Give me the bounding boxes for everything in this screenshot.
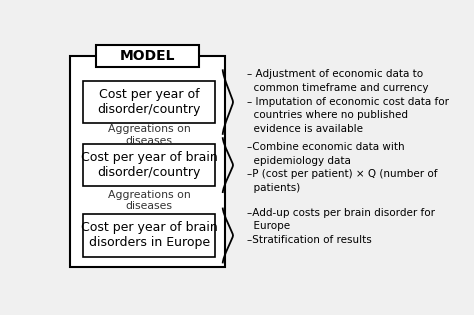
Text: Cost per year of
disorder/country: Cost per year of disorder/country	[98, 88, 201, 116]
Bar	[96, 45, 199, 67]
Text: Cost per year of brain
disorder/country: Cost per year of brain disorder/country	[81, 151, 218, 179]
Bar	[83, 144, 215, 186]
Text: Cost per year of brain
disorders in Europe: Cost per year of brain disorders in Euro…	[81, 221, 218, 249]
Bar	[70, 56, 225, 267]
Text: –Combine economic data with
  epidemiology data
–P (cost per patient) × Q (numbe: –Combine economic data with epidemiology…	[246, 142, 437, 193]
Bar	[83, 214, 215, 257]
Text: Aggreations on
diseases: Aggreations on diseases	[108, 124, 191, 146]
Text: – Adjustment of economic data to
  common timeframe and currency
– Imputation of: – Adjustment of economic data to common …	[246, 69, 448, 134]
Text: –Add-up costs per brain disorder for
  Europe
–Stratification of results: –Add-up costs per brain disorder for Eur…	[246, 208, 435, 245]
Bar	[83, 81, 215, 123]
Text: MODEL: MODEL	[119, 49, 175, 63]
Text: Aggreations on
diseases: Aggreations on diseases	[108, 190, 191, 211]
